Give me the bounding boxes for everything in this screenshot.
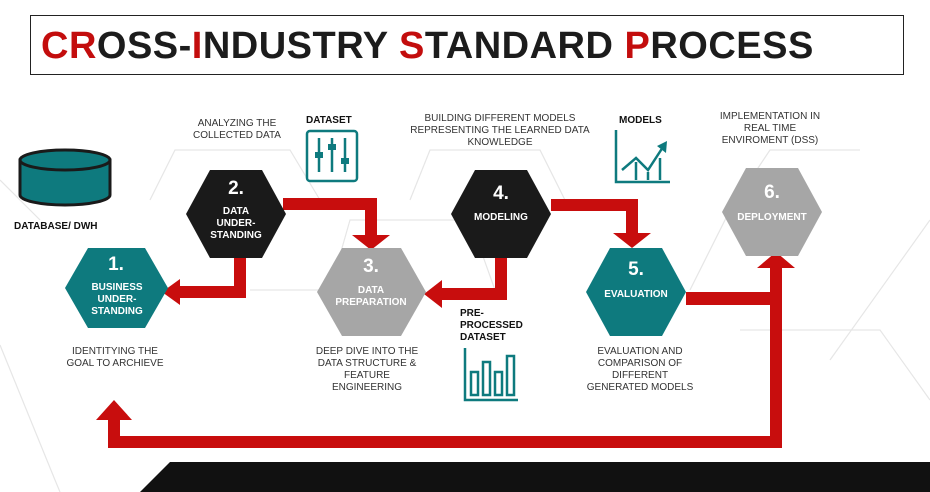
step-1-description: IDENTITYING THE GOAL TO ARCHIEVE [50,346,180,370]
arrow-5-to-6 [686,252,795,305]
page-title: CROSS-INDUSTRY STANDARD PROCESS [41,24,814,68]
step-2-name-line: UNDER- [216,218,256,229]
step-5-name: EVALUATION [591,289,681,301]
step-3-number: 3. [363,256,379,277]
sliders-icon [305,129,359,183]
step-2-name-line: STANDING [210,230,262,241]
step-6-number: 6. [764,182,780,203]
step-6-name-line: DEPLOYMENT [737,212,807,223]
step-3-name-line: PREPARATION [335,297,407,308]
step-4-description-line: KNOWLEDGE [467,137,533,148]
step-1-number: 1. [108,254,124,275]
hex-step-6 [722,168,822,256]
step-3-description-line: DATA STRUCTURE & [317,358,417,369]
preprocessed-label-line: PRE- [460,308,484,319]
bar-chart-icon [463,348,518,402]
flow-arrows [96,198,795,448]
hex-step-2 [186,170,286,258]
step-3-description-line: DEEP DIVE INTO THE [315,346,419,357]
arrow-2-to-3 [283,198,390,250]
hex-step-5 [586,248,686,336]
hex-step-4 [451,170,551,258]
step-4-description-line: REPRESENTING THE LEARNED DATA [410,125,590,136]
preprocessed-label: PRE- PROCESSED DATASET [460,308,540,344]
step-4-description: BUILDING DIFFERENT MODELS REPRESENTING T… [400,113,600,149]
title-part: ROCESS [650,25,814,67]
step-3-description-line: ENGINEERING [331,382,402,393]
line-chart-icon [614,130,670,184]
hex-step-3 [317,248,426,336]
step-1-name-line: STANDING [91,306,143,317]
dataset-label: DATASET [306,115,352,126]
step-2-name-line: DATA [222,206,250,217]
step-2-description: ANALYZING THE COLLECTED DATA [172,118,302,142]
title-part: S [399,25,425,67]
step-4-name: MODELING [456,212,546,224]
arrow-4-to-3 [424,258,507,308]
step-5-name-line: EVALUATION [604,289,668,300]
hex-step-1 [65,248,168,328]
database-label: DATABASE/ DWH [14,221,98,232]
title-part: OSS- [96,25,192,67]
step-6-description-line: ENVIROMENT (DSS) [721,135,819,146]
title-box: CROSS-INDUSTRY STANDARD PROCESS [30,15,904,75]
arrow-2-to-1 [162,258,246,305]
step-6-description: IMPLEMENTATION IN REAL TIME ENVIROMENT (… [700,111,840,147]
step-1-description-line: IDENTITYING THE [72,346,158,357]
step-4-number: 4. [493,183,509,204]
step-5-description-line: COMPARISON OF DIFFERENT [597,358,683,381]
title-part: P [624,25,651,67]
step-4-name-line: MODELING [474,212,528,223]
title-part: NDUSTRY [202,25,399,67]
step-2-number: 2. [228,178,244,199]
step-6-description-line: REAL TIME [743,123,797,134]
step-2-name: DATA UNDER- STANDING [196,206,276,242]
step-1-name-line: BUSINESS [91,282,143,293]
hexagons [65,168,822,336]
step-5-description-line: GENERATED MODELS [586,382,694,393]
step-3-description-line: FEATURE [344,370,390,381]
step-6-name: DEPLOYMENT [727,212,817,224]
title-part: I [191,25,203,67]
step-5-description: EVALUATION AND COMPARISON OF DIFFERENT G… [570,346,710,394]
step-4-description-line: BUILDING DIFFERENT MODELS [424,113,576,124]
title-part: TANDARD [424,25,625,67]
preprocessed-label-line: PROCESSED [460,320,523,331]
step-1-name-line: UNDER- [97,294,137,305]
arrow-4-to-5 [551,199,651,248]
step-5-number: 5. [628,259,644,280]
step-6-description-line: IMPLEMENTATION IN [719,111,821,122]
step-2-description-line: ANALYZING THE [197,118,277,129]
step-1-name: BUSINESS UNDER- STANDING [72,282,162,318]
step-3-description: DEEP DIVE INTO THE DATA STRUCTURE & FEAT… [302,346,432,394]
preprocessed-label-line: DATASET [460,332,506,343]
step-3-name-line: DATA [357,285,385,296]
step-3-name: DATA PREPARATION [321,285,421,309]
models-label: MODELS [619,115,662,126]
step-2-description-line: COLLECTED DATA [193,130,281,141]
title-part: CR [41,25,97,67]
database-icon [18,148,112,207]
step-1-description-line: GOAL TO ARCHIEVE [66,358,164,369]
step-5-description-line: EVALUATION AND [597,346,683,357]
bottom-band [140,462,930,492]
